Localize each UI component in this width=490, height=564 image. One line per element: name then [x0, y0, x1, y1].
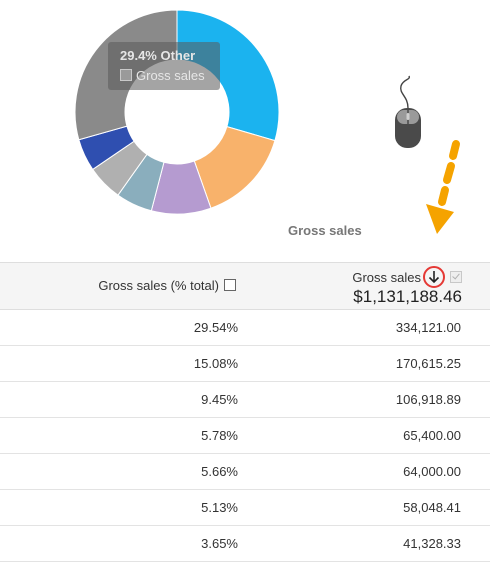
cell-gross-sales: 65,400.00 [403, 428, 461, 443]
table-row[interactable]: 15.08% 170,615.25 [0, 346, 490, 382]
tooltip-series-label: Gross sales [136, 68, 205, 83]
cell-gross-sales-pct: 29.54% [193, 320, 238, 335]
hint-arrow-icon [426, 140, 460, 234]
column-header-gross-sales[interactable]: Gross sales $1,131,188.46 [240, 266, 462, 307]
tooltip-title: 29.4% Other [120, 48, 196, 63]
cell-gross-sales: 106,918.89 [395, 392, 461, 407]
table-row[interactable]: 29.54% 334,121.00 [0, 310, 490, 346]
column-checkbox-checked[interactable] [450, 271, 462, 283]
column-header-label: Gross sales [352, 270, 421, 285]
cell-gross-sales-pct: 9.45% [201, 392, 238, 407]
mouse-icon [395, 75, 421, 148]
table-header: Gross sales (% total) Gross sales $1,131… [0, 262, 490, 310]
data-table: Gross sales (% total) Gross sales $1,131… [0, 262, 490, 562]
cell-gross-sales: 41,328.33 [403, 536, 461, 551]
table-row[interactable]: 3.65% 41,328.33 [0, 526, 490, 562]
column-total: $1,131,188.46 [353, 287, 462, 306]
cell-gross-sales: 64,000.00 [403, 464, 461, 479]
cell-gross-sales-pct: 5.78% [201, 428, 238, 443]
donut-chart [74, 9, 280, 215]
cell-gross-sales-pct: 5.66% [201, 464, 238, 479]
cell-gross-sales: 334,121.00 [395, 320, 461, 335]
table-row[interactable]: 5.13% 58,048.41 [0, 490, 490, 526]
table-row[interactable]: 5.78% 65,400.00 [0, 418, 490, 454]
cell-gross-sales: 170,615.25 [395, 356, 461, 371]
chart-tooltip: 29.4% Other Gross sales [108, 42, 220, 90]
table-row[interactable]: 5.66% 64,000.00 [0, 454, 490, 490]
tooltip-series: Gross sales [120, 67, 220, 85]
sort-descending-button[interactable] [423, 266, 445, 288]
cell-gross-sales: 58,048.41 [403, 500, 461, 515]
cell-gross-sales-pct: 5.13% [201, 500, 238, 515]
cell-gross-sales-pct: 3.65% [201, 536, 238, 551]
tooltip-swatch [120, 69, 132, 81]
table-body: 29.54% 334,121.00 15.08% 170,615.25 9.45% 106… [0, 310, 490, 562]
column-header-label: Gross sales (% total) [98, 278, 219, 293]
column-header-gross-sales-pct[interactable]: Gross sales (% total) [0, 278, 236, 293]
cell-gross-sales-pct: 15.08% [193, 356, 238, 371]
arrow-down-icon [428, 271, 440, 284]
column-checkbox[interactable] [224, 279, 236, 291]
chart-label: Gross sales [288, 223, 362, 238]
table-row[interactable]: 9.45% 106,918.89 [0, 382, 490, 418]
